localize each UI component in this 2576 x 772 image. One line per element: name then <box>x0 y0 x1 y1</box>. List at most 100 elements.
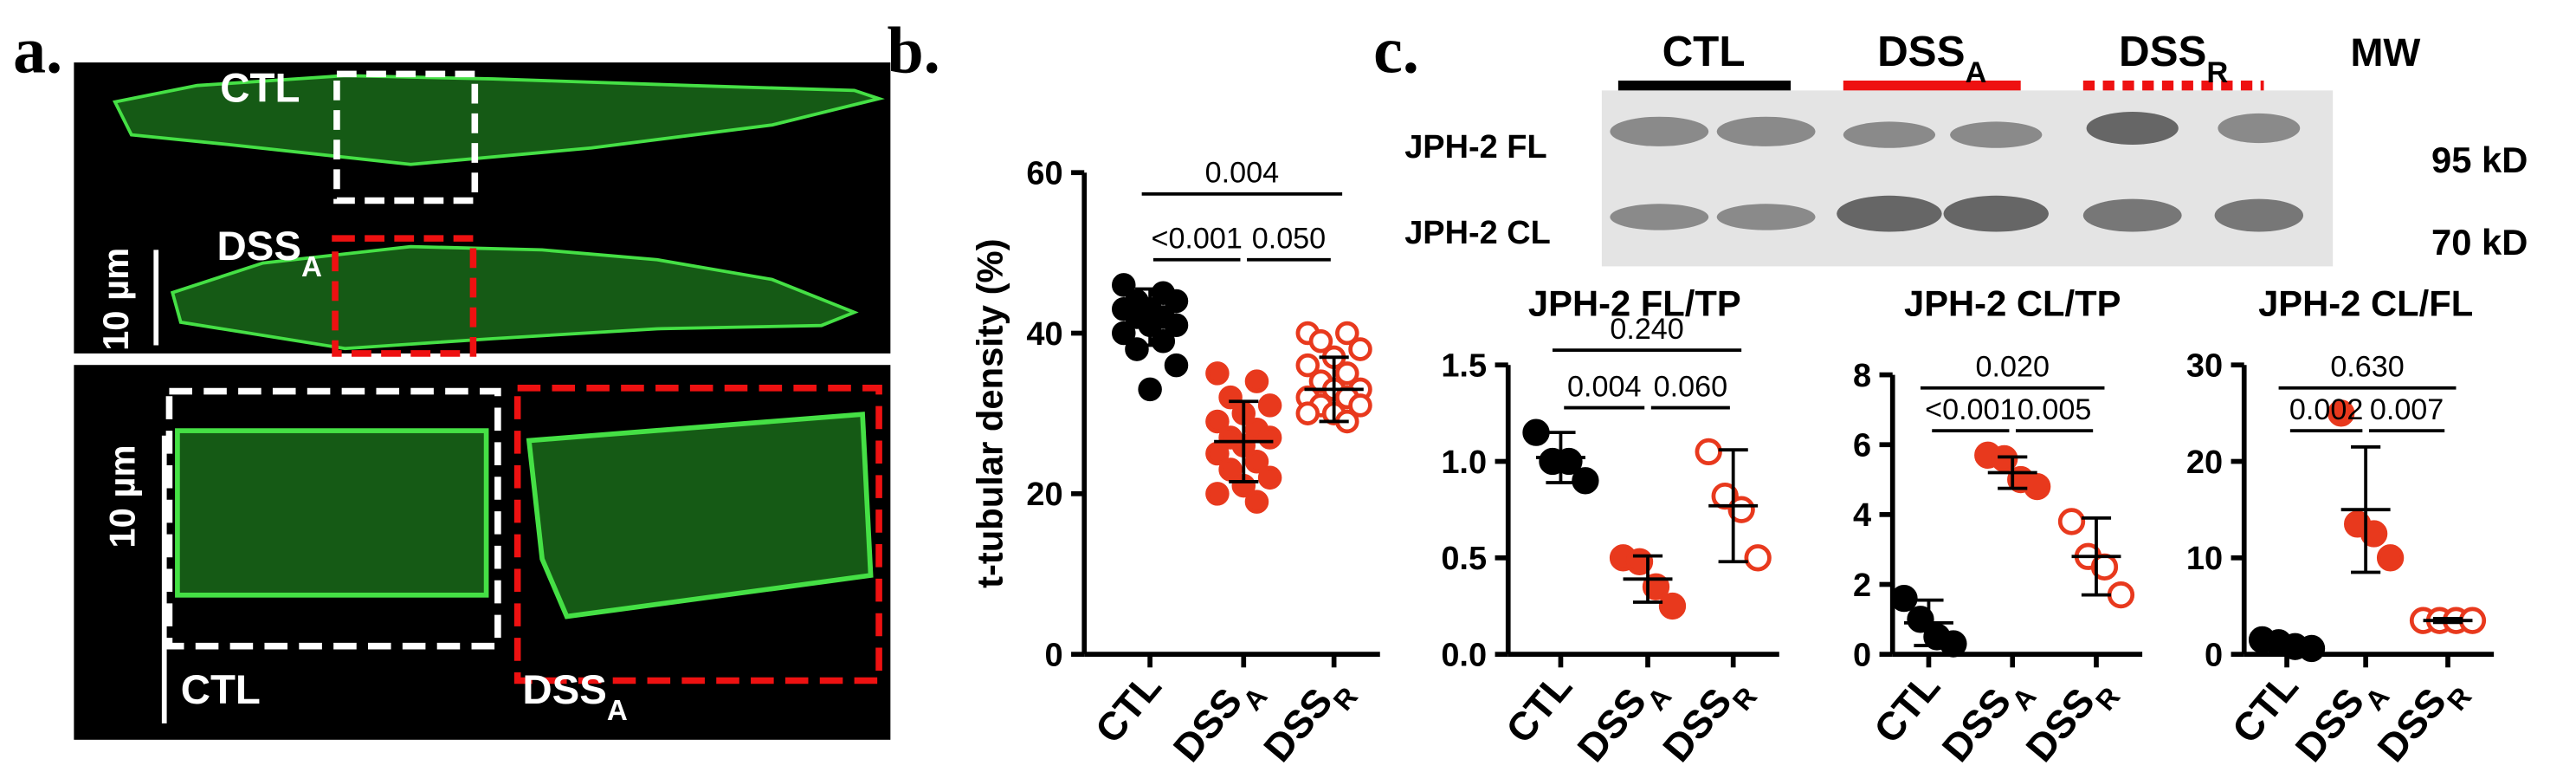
label-text: DSS <box>1877 28 1965 75</box>
data-point <box>1244 450 1269 474</box>
data-point <box>1335 361 1359 386</box>
panel-label: b. <box>888 14 940 87</box>
image-label: CTL <box>220 66 300 112</box>
data-point <box>1205 482 1230 506</box>
data-point <box>1890 584 1918 613</box>
data-point <box>2057 508 2086 535</box>
x-tick-label: CTL <box>1087 665 1170 752</box>
data-point <box>1151 329 1176 354</box>
label-text: CTL <box>1662 28 1746 75</box>
image-label: CTL <box>181 667 261 713</box>
y-tick-label: 60 <box>1026 156 1062 192</box>
data-point <box>1244 490 1269 514</box>
x-tick-label: DSSR <box>1255 665 1364 772</box>
p-value: <0.001 <box>1152 223 1243 256</box>
cell <box>526 412 874 620</box>
p-value: 0.002 <box>2289 393 2363 426</box>
x-tick-label: DSSA <box>2287 665 2396 772</box>
data-point <box>1257 465 1282 490</box>
data-point <box>1257 425 1282 450</box>
data-point <box>2297 634 2326 663</box>
p-value: 0.005 <box>2018 393 2091 426</box>
x-tick-label: DSSR <box>1654 665 1763 772</box>
data-point <box>1695 438 1722 466</box>
p-value: 0.004 <box>1567 370 1641 403</box>
group-label: CTL <box>1662 28 1746 75</box>
data-point <box>1164 353 1189 378</box>
x-tick-label: DSSR <box>2369 665 2478 772</box>
data-point <box>1205 441 1230 466</box>
y-tick-label: 4 <box>1853 497 1871 534</box>
chart-title: JPH-2 FL/TP <box>1528 282 1741 323</box>
data-point <box>1335 321 1359 346</box>
data-point <box>1555 447 1583 476</box>
y-tick-label: 0.0 <box>1441 637 1487 673</box>
data-point <box>1244 369 1269 393</box>
bands <box>1610 112 2304 232</box>
x-tick-label: CTL <box>1497 665 1580 752</box>
data-point <box>1138 377 1162 402</box>
group-label: DSSR <box>2119 28 2228 89</box>
data-point <box>2327 399 2355 427</box>
p-value: 0.060 <box>1654 370 1727 403</box>
data-point <box>2376 544 2405 572</box>
data-point <box>1658 592 1687 620</box>
panel-label: a. <box>13 14 62 87</box>
scale-label: 10 µm <box>102 444 143 548</box>
y-tick-label: 20 <box>1026 477 1062 513</box>
roi-box <box>333 70 479 204</box>
y-tick-label: 8 <box>1853 358 1871 394</box>
label-text: DSS <box>216 224 301 269</box>
p-value: <0.001 <box>1925 393 2016 426</box>
scale-label: 10 µm <box>95 248 136 351</box>
label-text: CTL <box>1087 665 1170 752</box>
data-point <box>1257 393 1282 418</box>
blot <box>1601 90 2334 267</box>
data-point <box>1112 321 1136 346</box>
data-point <box>1308 329 1333 354</box>
y-tick-label: 0 <box>1853 637 1871 673</box>
y-tick-label: 6 <box>1853 428 1871 464</box>
y-tick-label: 0.5 <box>1441 541 1487 577</box>
cell <box>170 244 859 351</box>
data-point <box>1522 418 1550 446</box>
row-label: JPH-2 FL <box>1404 129 1546 165</box>
y-tick-label: 30 <box>2186 347 2223 384</box>
roi-box <box>165 387 501 650</box>
data-point <box>1642 573 1670 600</box>
group-label: MW <box>2350 30 2420 75</box>
data-point <box>2360 520 2388 548</box>
data-point <box>1940 630 1967 658</box>
data-point <box>1348 337 1372 361</box>
data-point <box>1744 544 1772 572</box>
y-tick-label: 0 <box>1044 637 1062 673</box>
data-point <box>1164 313 1189 338</box>
subscript: A <box>607 695 628 727</box>
data-point <box>1572 467 1599 495</box>
x-tick-label: DSSR <box>2018 665 2127 772</box>
subscript: A <box>1966 56 1987 89</box>
label-text: DSS <box>522 667 607 713</box>
chart-title: JPH-2 CL/FL <box>2258 282 2473 323</box>
data-point <box>1164 289 1189 314</box>
subscript: A <box>301 250 322 282</box>
p-value: 0.240 <box>1610 313 1683 346</box>
label-text: CTL <box>220 66 300 112</box>
y-tick-label: 10 <box>2186 541 2223 577</box>
label-text: DSS <box>2119 28 2206 75</box>
roi-box <box>332 235 477 357</box>
data-point <box>2024 472 2051 501</box>
data-point <box>1112 273 1136 297</box>
row-label: JPH-2 CL <box>1404 215 1551 251</box>
cell <box>175 428 489 598</box>
data-point <box>1348 393 1372 418</box>
label-text: CTL <box>181 667 261 713</box>
y-tick-label: 2 <box>1853 568 1871 604</box>
p-value: 0.020 <box>1976 350 2050 383</box>
group-label: DSSA <box>1877 28 1986 89</box>
x-tick-label: DSSA <box>1934 665 2043 772</box>
y-tick-label: 20 <box>2186 444 2223 481</box>
data-point <box>1907 606 1934 633</box>
x-tick-label: DSSA <box>1165 665 1274 772</box>
y-tick-label: 1.5 <box>1441 347 1487 384</box>
